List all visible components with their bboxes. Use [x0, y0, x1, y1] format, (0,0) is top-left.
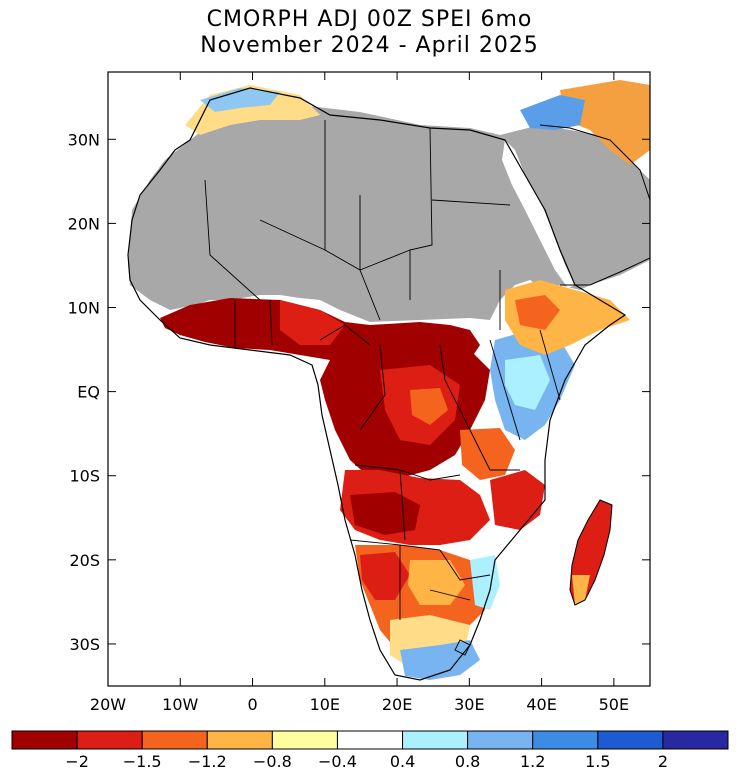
lon-tick-label: 10E [310, 695, 340, 714]
no-data-arabia [540, 170, 650, 285]
lon-tick-label: 20E [382, 695, 412, 714]
colorbar-swatch [597, 730, 664, 750]
lon-tick-label: 40E [526, 695, 556, 714]
colorbar-swatch [76, 730, 143, 750]
colorbar-label: 1.5 [585, 752, 610, 771]
lon-tick-label: 50E [599, 695, 629, 714]
tanzania-mixed [460, 428, 515, 480]
mozambique-red [490, 470, 545, 530]
maghreb-wet-patch [200, 88, 280, 112]
lat-tick-label: 10N [68, 299, 100, 318]
map-title: CMORPH ADJ 00Z SPEI 6mo [206, 7, 533, 32]
colorbar-swatch [141, 730, 208, 750]
madagascar-south [572, 575, 590, 605]
namibia-red [360, 552, 410, 600]
colorbar-swatch [206, 730, 273, 750]
map-frame [107, 71, 651, 687]
lon-tick-label: 10W [162, 695, 198, 714]
lat-tick-label: 10S [69, 467, 100, 486]
colorbar-label: 2 [658, 752, 668, 771]
south-africa-wet [400, 640, 480, 680]
red-sea [502, 140, 575, 288]
colorbar-swatch [271, 730, 338, 750]
lat-tick-label: 20N [68, 214, 100, 233]
map-content [127, 80, 650, 681]
lon-tick-label: 20W [90, 695, 126, 714]
colorbar-swatch [11, 730, 78, 750]
colorbar-label: −0.4 [318, 752, 357, 771]
colorbar-label: −2 [65, 752, 89, 771]
latitude-axis: 30N 20N 10N EQ 10S 20S 30S [68, 130, 650, 654]
lat-tick-label: 30S [69, 635, 100, 654]
no-data-region [128, 105, 650, 322]
horn-of-africa-red [515, 295, 560, 330]
map-subtitle: November 2024 - April 2025 [200, 33, 539, 58]
central-africa-orange [410, 388, 448, 425]
lat-tick-label: 20S [69, 551, 100, 570]
colorbar-label: −1.2 [188, 752, 227, 771]
colorbar-label: 0.8 [455, 752, 480, 771]
colorbar-swatch [532, 730, 599, 750]
africa-coastline [127, 87, 627, 681]
country-borders [204, 120, 561, 656]
colorbar-label: 0.4 [390, 752, 415, 771]
colorbar: −2 −1.5 −1.2 −0.8 −0.4 0.4 0.8 1.2 1.5 2 [11, 730, 729, 771]
colorbar-swatch [402, 730, 469, 750]
colorbar-label: −0.8 [253, 752, 292, 771]
colorbar-label: 1.2 [520, 752, 545, 771]
colorbar-swatch [662, 730, 729, 750]
madagascar-coastline [569, 499, 613, 606]
east-africa-light-wet [505, 355, 550, 410]
west-africa-drought-light [280, 300, 345, 345]
colorbar-swatch [336, 730, 404, 750]
botswana-orange [408, 560, 465, 605]
lat-tick-label: 30N [68, 130, 100, 149]
levant-wet-patch [520, 95, 585, 130]
lon-tick-label: 0 [247, 695, 257, 714]
lon-tick-label: 30E [454, 695, 484, 714]
colorbar-label: −1.5 [123, 752, 162, 771]
mozambique-south-wet [470, 555, 500, 610]
longitude-axis: 20W 10W 0 10E 20E 30E 40E 50E [90, 72, 629, 714]
lat-tick-label: EQ [77, 383, 100, 402]
colorbar-swatch [467, 730, 534, 750]
arabia-coastline [539, 124, 650, 286]
